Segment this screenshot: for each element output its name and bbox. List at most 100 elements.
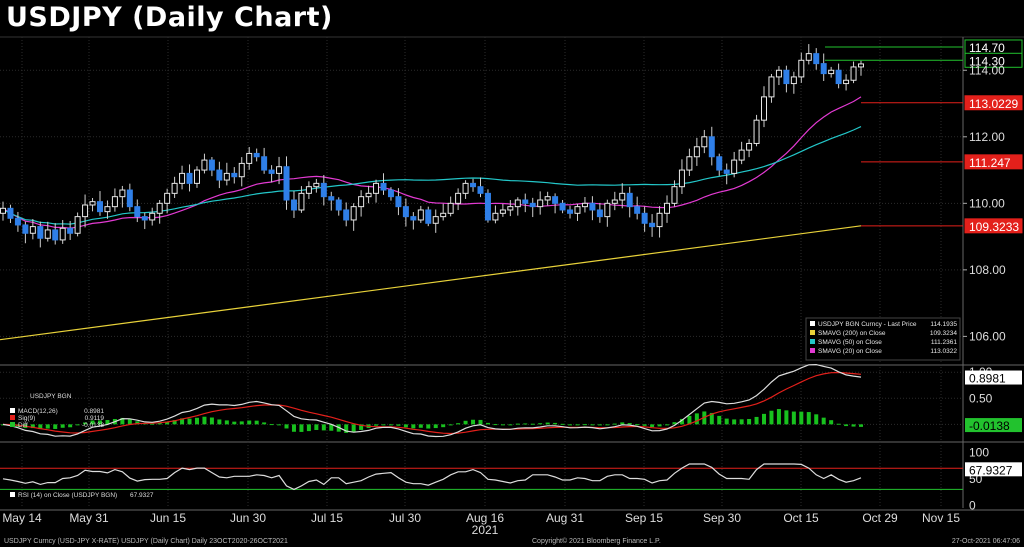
macd-histogram-bar xyxy=(597,424,602,426)
macd-histogram-bar xyxy=(478,419,483,425)
legend-swatch xyxy=(810,321,815,326)
legend-swatch xyxy=(810,339,815,344)
macd-histogram-bar xyxy=(68,424,73,428)
macd-histogram-bar xyxy=(194,417,199,425)
footer-source: USDJPY Curncy (USD-JPY X-RATE) USDJPY (D… xyxy=(4,538,288,545)
candle-up xyxy=(790,76,797,85)
macd-histogram-bar xyxy=(254,420,259,425)
macd-histogram-bar xyxy=(232,421,237,425)
rsi-legend-name: RSI (14) on Close (USDJPY BGN) xyxy=(18,492,117,499)
price-legend: USDJPY BGN Curncy - Last Price 114.1935 SM… xyxy=(805,317,961,361)
macd-histogram-bar xyxy=(515,423,520,425)
macd-histogram-bar xyxy=(202,416,207,425)
macd-histogram-bar xyxy=(83,422,88,425)
macd-histogram-bar xyxy=(485,422,490,425)
macd-histogram-bar xyxy=(739,419,744,425)
candle-up xyxy=(746,142,753,151)
macd-histogram-bar xyxy=(180,418,185,425)
macd-histogram-bar xyxy=(724,418,729,425)
macd-histogram-bar xyxy=(209,417,214,425)
candle-up xyxy=(373,182,380,194)
candle-up xyxy=(619,192,626,201)
x-tick-label: Jun 15 xyxy=(150,511,186,525)
candle-down xyxy=(231,172,238,178)
grid-lines xyxy=(0,36,1024,511)
x-tick-label: Sep 15 xyxy=(625,511,663,525)
rsi-tick-label: 100 xyxy=(969,445,989,459)
macd-histogram-bar xyxy=(500,424,505,426)
macd-tick-label: 0.50 xyxy=(969,391,993,405)
x-tick-label: Jul 15 xyxy=(311,511,343,525)
candle-up xyxy=(693,146,700,158)
macd-legend-value: 0.9119 xyxy=(85,415,105,422)
candle-down xyxy=(567,209,574,214)
macd-histogram-bar xyxy=(291,424,296,432)
x-tick-label: Oct 15 xyxy=(783,511,819,525)
candle-up xyxy=(604,202,611,218)
candle-down xyxy=(268,169,275,174)
candle-up xyxy=(149,212,156,221)
candle-up xyxy=(492,212,499,221)
macd-histogram-bar xyxy=(836,423,841,425)
macd-histogram-bar xyxy=(75,424,80,426)
candle-down xyxy=(253,152,260,158)
level-label: 111.247 xyxy=(969,156,1011,170)
candle-down xyxy=(96,201,103,213)
macd-histogram-bar xyxy=(635,424,640,426)
candle-down xyxy=(283,166,290,201)
level-label: 113.0229 xyxy=(969,97,1018,111)
candle-up xyxy=(462,182,469,194)
footer-timestamp: 27-Oct-2021 06:47:06 xyxy=(951,538,1020,545)
candle-down xyxy=(484,192,491,221)
candle-down xyxy=(52,229,59,241)
candle-down xyxy=(186,172,193,184)
macd-histogram-bar xyxy=(590,424,595,426)
macd-legend-value: 0.8981 xyxy=(84,408,104,415)
macd-histogram-bar xyxy=(851,424,856,427)
macd-legend-swatch xyxy=(10,408,15,413)
macd-histogram-bar xyxy=(776,409,781,425)
macd-histogram-bar xyxy=(523,423,528,425)
legend-swatch xyxy=(810,348,815,353)
level-label: 109.3233 xyxy=(969,220,1019,234)
macd-histogram-bar xyxy=(187,418,192,425)
legend-series-name: SMAVG (200) on Close xyxy=(818,330,886,337)
candle-down xyxy=(716,156,723,171)
macd-histogram-bar xyxy=(553,422,558,425)
macd-histogram-bar xyxy=(672,422,677,425)
sma50-line xyxy=(2,126,862,225)
macd-histogram-bar xyxy=(791,411,796,425)
candle-up xyxy=(201,159,208,171)
candle-down xyxy=(14,217,21,226)
x-tick-label: May 31 xyxy=(69,511,109,525)
candle-up xyxy=(238,162,245,178)
macd-histogram-bar xyxy=(694,413,699,425)
macd-legend-swatch xyxy=(10,415,15,420)
y-tick-label: 108.00 xyxy=(969,263,1006,277)
x-tick-label: Jun 30 xyxy=(230,511,266,525)
macd-histogram-bar xyxy=(441,424,446,428)
candle-up xyxy=(738,149,745,161)
candle-down xyxy=(559,202,566,211)
macd-signal-line xyxy=(2,371,862,435)
macd-histogram-bar xyxy=(105,420,110,425)
macd-histogram-bar xyxy=(351,424,356,432)
candle-up xyxy=(611,199,618,204)
macd-histogram-bar xyxy=(829,420,834,425)
candle-up xyxy=(417,209,424,221)
candle-up xyxy=(29,226,36,234)
candle-down xyxy=(820,63,827,75)
macd-histogram-bar xyxy=(247,420,252,425)
macd-histogram-bar xyxy=(687,415,692,425)
macd-histogram-bar xyxy=(299,424,304,432)
macd-histogram-bar xyxy=(568,424,573,426)
macd-histogram-bar xyxy=(560,423,565,425)
candle-up xyxy=(59,227,66,241)
macd-histogram-bar xyxy=(135,421,140,425)
macd-histogram-bar xyxy=(329,424,334,431)
macd-histogram-bar xyxy=(844,424,849,427)
candle-up xyxy=(537,199,544,208)
candle-up xyxy=(44,229,51,239)
